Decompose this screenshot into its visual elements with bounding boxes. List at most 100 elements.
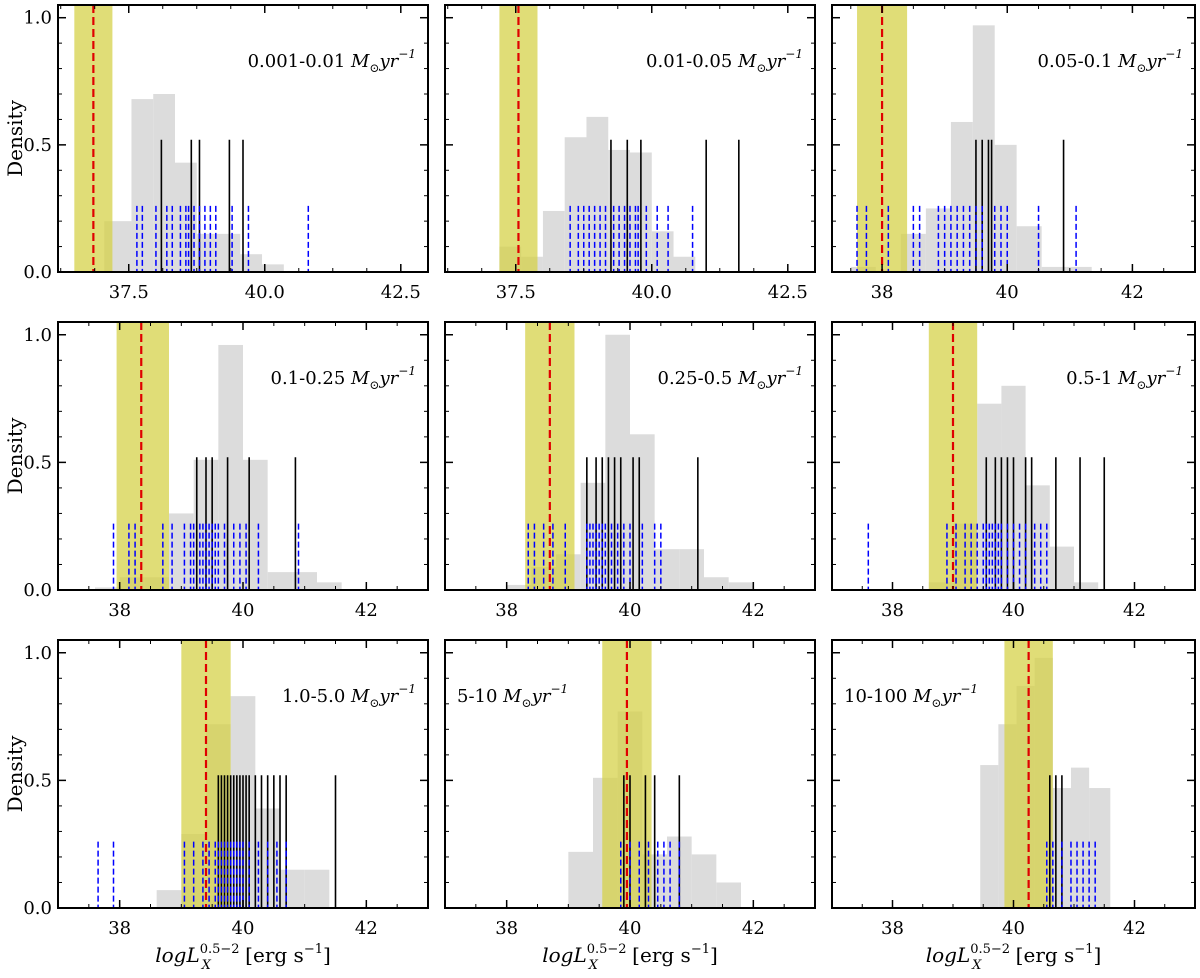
histogram-bar xyxy=(304,869,330,908)
x-tick-label: 42 xyxy=(1121,282,1144,303)
panel-label-unit-rest: yr xyxy=(379,368,400,389)
panel-label-unit-sub: ⊙ xyxy=(522,696,532,710)
panel-label-unit: M xyxy=(502,686,522,707)
panel-label-unit: M xyxy=(737,368,757,389)
y-tick-label: 0.5 xyxy=(23,452,52,473)
y-tick-label: 1.0 xyxy=(23,8,52,29)
x-tick-label: 38 xyxy=(881,600,904,621)
x-axis-label-X: X xyxy=(971,958,982,973)
x-axis-label-units-sup: −1 xyxy=(304,942,323,957)
histogram-bar xyxy=(542,210,565,272)
y-tick-label: 1.0 xyxy=(23,643,52,664)
panel-label-unit-sub: ⊙ xyxy=(756,378,766,392)
y-tick-label: 0.0 xyxy=(23,262,52,283)
y-axis-label: Density xyxy=(3,99,27,176)
histogram-bar xyxy=(728,582,754,590)
panel-label: 0.5-1 M⊙yr−1 xyxy=(1066,364,1183,392)
histogram-bar xyxy=(994,144,1017,272)
histogram-bar xyxy=(317,582,342,590)
panel-plot-area xyxy=(568,640,741,908)
histogram-bar xyxy=(1049,546,1074,590)
x-tick-label: 42 xyxy=(1123,918,1146,939)
panel-label-unit-sup: −1 xyxy=(785,364,803,378)
panel-plot-area xyxy=(499,5,740,272)
x-tick-label: 37.5 xyxy=(496,282,536,303)
panel-label-unit-rest: yr xyxy=(941,686,962,707)
histogram-bar xyxy=(1074,582,1099,590)
x-tick-label: 42.5 xyxy=(768,282,808,303)
panel-2: 37.5 40.0 42.5 0.01-0.05 M⊙yr−1 xyxy=(444,4,816,303)
panel-label-unit-rest: yr xyxy=(1146,51,1167,72)
x-axis-label-units-sup: −1 xyxy=(691,942,710,957)
panel-label-unit: M xyxy=(1117,51,1137,72)
histogram-bar xyxy=(218,344,243,590)
histogram-bar xyxy=(704,577,729,590)
panel-label-unit-sub: ⊙ xyxy=(1136,378,1146,392)
x-axis-label-units: [erg s xyxy=(239,943,304,967)
panel-label-unit-sup: −1 xyxy=(398,47,416,61)
y-tick-label: 0.0 xyxy=(23,898,52,919)
x-tick-label: 40 xyxy=(1002,918,1025,939)
x-tick-label: 40.0 xyxy=(245,282,285,303)
panel-label: 10-100 M⊙yr−1 xyxy=(844,682,978,710)
panel-label: 5-10 M⊙yr−1 xyxy=(457,682,568,710)
x-tick-label: 38 xyxy=(495,918,518,939)
x-tick-label: 37.5 xyxy=(109,282,149,303)
histogram-bar xyxy=(1016,226,1042,272)
histogram-bar xyxy=(1066,266,1092,272)
x-tick-label: 38 xyxy=(881,918,904,939)
panel-label-unit-sup: −1 xyxy=(550,682,568,696)
histogram-bar xyxy=(1089,788,1111,908)
x-axis-label-units: [erg s xyxy=(1009,943,1074,967)
histogram-bar xyxy=(292,572,317,590)
y-tick-label: 1.0 xyxy=(23,325,52,346)
x-axis-label-L: L xyxy=(185,943,199,967)
panel-label: 0.1-0.25 M⊙yr−1 xyxy=(271,364,417,392)
x-tick-label: 38 xyxy=(871,282,894,303)
histogram-bar xyxy=(654,549,680,590)
histogram-bar xyxy=(691,854,717,908)
panel-label: 1.0-5.0 M⊙yr−1 xyxy=(282,682,416,710)
x-axis-label-log: log xyxy=(155,943,186,967)
panel-label: 0.01-0.05 M⊙yr−1 xyxy=(646,47,803,75)
panel-label-range: 0.01-0.05 xyxy=(646,51,738,72)
x-axis-label-units: [erg s xyxy=(626,943,691,967)
panel-plot-area xyxy=(867,322,1106,590)
panel-3: 38 40 42 0.05-0.1 M⊙yr−1 xyxy=(831,4,1196,303)
panel-label-range: 5-10 xyxy=(457,686,503,707)
panel-plot-area xyxy=(74,5,310,272)
histogram-bar xyxy=(1041,266,1067,272)
x-tick-label: 40 xyxy=(996,282,1019,303)
panel-label: 0.05-0.1 M⊙yr−1 xyxy=(1038,47,1184,75)
y-axis-label: Density xyxy=(3,417,27,494)
panel-label-unit-sub: ⊙ xyxy=(1136,61,1146,75)
panel-label-unit-sup: −1 xyxy=(398,682,416,696)
panel-label-range: 0.05-0.1 xyxy=(1038,51,1119,72)
x-axis-label-log: log xyxy=(542,943,573,967)
panel-label-unit: M xyxy=(350,51,370,72)
x-axis-label-band: 0.5−2 xyxy=(200,942,240,957)
x-tick-label: 38 xyxy=(495,600,518,621)
x-axis-label-L: L xyxy=(572,943,586,967)
y-tick-label: 0.5 xyxy=(23,770,52,791)
panel-label-unit-sub: ⊙ xyxy=(369,378,379,392)
x-tick-label: 42 xyxy=(1123,600,1146,621)
panel-label-unit: M xyxy=(912,686,932,707)
panel-label-unit-sup: −1 xyxy=(398,364,416,378)
x-axis-label: logL0.5−2 X [erg s−1] xyxy=(155,942,331,973)
x-tick-label: 42 xyxy=(355,600,378,621)
panel-plot-area xyxy=(980,640,1111,908)
x-tick-label: 40 xyxy=(232,600,255,621)
histogram-bar xyxy=(243,459,268,590)
x-tick-label: 42 xyxy=(742,918,765,939)
panel-label-unit-sup: −1 xyxy=(1165,364,1183,378)
panel-frame xyxy=(444,4,816,273)
panel-label-unit-rest: yr xyxy=(766,368,787,389)
histogram-bar xyxy=(196,233,219,272)
panel-1: 0.0 0.5 1.0 37.5 40.0 42.5 0.001-0.01 M⊙yr−1 De… xyxy=(3,4,429,303)
panel-7: 0.00.51.038 40 421.0-5.0 M⊙yr−1DensitylogL… xyxy=(3,639,429,973)
histogram-bar xyxy=(651,231,674,272)
histogram-bar xyxy=(679,549,704,590)
